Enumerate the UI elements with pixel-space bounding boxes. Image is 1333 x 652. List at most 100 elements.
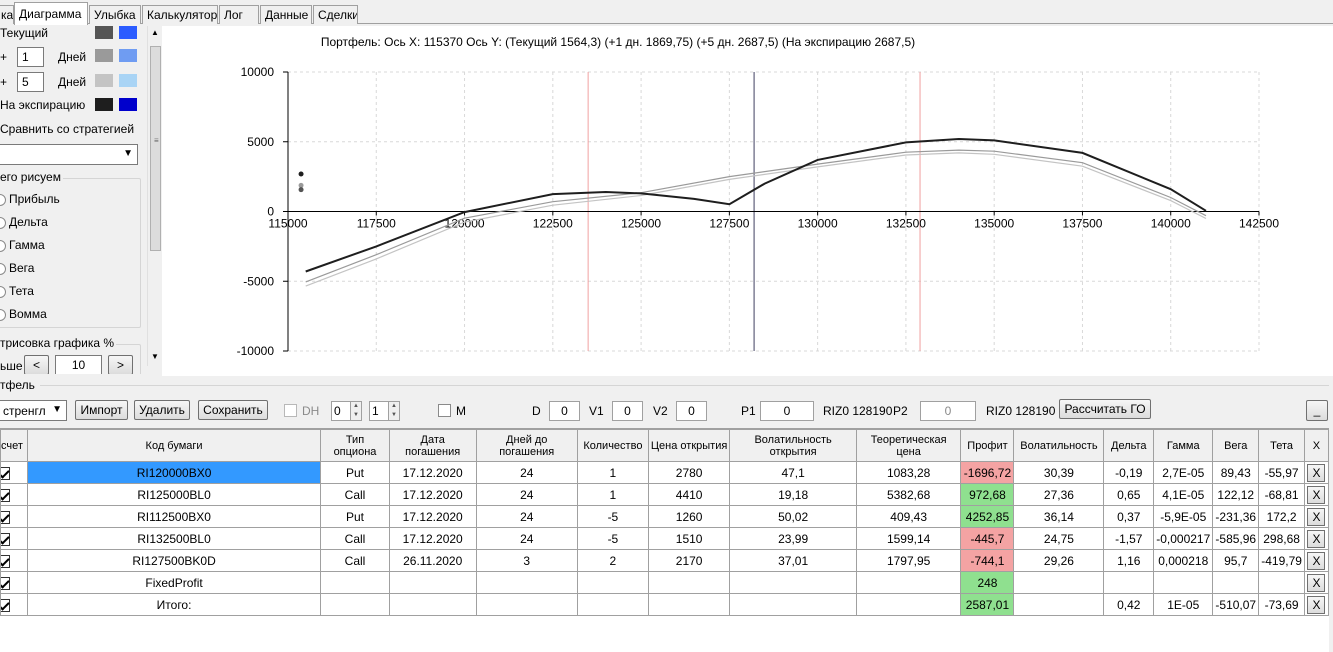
strategy-select[interactable]: стренгл ▼ [0,400,67,421]
cell-vol-open[interactable]: 50,02 [729,505,857,528]
cell-qty[interactable] [576,571,649,594]
cell-date[interactable]: 17.12.2020 [388,483,477,506]
tab-data[interactable]: Данные [260,5,312,24]
cell-theta[interactable]: -55,97 [1258,461,1305,484]
cell-gamma[interactable]: 4,1E-05 [1153,483,1214,506]
row-checkbox-cell[interactable] [0,571,28,594]
expiry-color-blue[interactable] [119,98,137,111]
compare-strategy-checkbox[interactable]: Сравнить со стратегией [0,122,135,136]
row-checkbox[interactable] [1,532,10,546]
cell-type[interactable] [320,593,390,616]
tab-deals[interactable]: Сделки [313,5,358,24]
remove-row-button[interactable]: X [1307,529,1326,548]
cell-delta[interactable] [1103,571,1155,594]
cell-profit[interactable]: -744,1 [960,549,1015,572]
cell-vega[interactable] [1212,571,1260,594]
cell-vol-open[interactable]: 37,01 [729,549,857,572]
dh-spin1-input[interactable]: 0 [331,401,351,421]
cell-vol-open[interactable]: 23,99 [729,527,857,550]
table-row[interactable]: Итого: 2587,01 0,42 1E-05 -510,07 -73,69 X [0,593,1329,616]
cell-code[interactable]: RI132500BL0 [26,527,322,550]
cell-vol-open[interactable] [729,571,857,594]
cell-days[interactable]: 24 [475,461,578,484]
calculate-margin-button[interactable]: Рассчитать ГО [1059,399,1151,419]
tab-diagram[interactable]: Диаграмма [14,2,88,25]
cell-gamma[interactable]: -0,000217 [1153,527,1214,550]
cell-vol-open[interactable]: 19,18 [729,483,857,506]
cell-price[interactable]: 1260 [647,505,731,528]
cell-theta[interactable]: -419,79 [1258,549,1305,572]
render-percent-input[interactable]: 10 [55,355,102,374]
import-button[interactable]: Импорт [75,400,128,420]
cell-qty[interactable]: 2 [576,549,649,572]
col-header[interactable]: Количество [576,429,649,462]
cell-delta[interactable]: -1,57 [1103,527,1155,550]
row-checkbox[interactable] [1,466,10,480]
scroll-down-icon[interactable]: ▼ [151,352,159,361]
cell-price[interactable]: 2780 [647,461,731,484]
col-header[interactable]: Дельта [1103,429,1155,462]
cell-vega[interactable]: -585,96 [1212,527,1260,550]
cell-vol[interactable]: 29,26 [1013,549,1105,572]
dh-spin2-input[interactable]: 1 [369,401,389,421]
cell-type[interactable]: Call [320,549,390,572]
v1-input[interactable]: 0 [612,401,643,421]
col-header[interactable]: X [1303,429,1329,462]
cell-date[interactable]: 26.11.2020 [388,549,477,572]
col-header[interactable]: Теоретическая цена [855,429,962,462]
expiry-color-dark[interactable] [95,98,113,111]
table-row[interactable]: RI132500BL0 Call 17.12.2020 24 -5 1510 23,99 15… [0,527,1329,550]
remove-row-button[interactable]: X [1307,551,1326,570]
table-row[interactable]: RI125000BL0 Call 17.12.2020 24 1 4410 19,18 538… [0,483,1329,506]
current-color-gray[interactable] [95,26,113,39]
v2-input[interactable]: 0 [676,401,707,421]
row-checkbox[interactable] [1,598,10,612]
row-checkbox[interactable] [1,488,10,502]
cell-qty[interactable]: 1 [576,461,649,484]
table-row[interactable]: RI120000BX0 Put 17.12.2020 24 1 2780 47,1 1083,… [0,461,1329,484]
cell-theo[interactable]: 409,43 [855,505,962,528]
cell-gamma[interactable]: 2,7E-05 [1153,461,1214,484]
plus2-color-gray[interactable] [95,74,113,87]
cell-code[interactable]: RI125000BL0 [26,483,322,506]
cell-type[interactable]: Put [320,461,390,484]
col-header[interactable]: Код бумаги [26,429,322,462]
row-checkbox-cell[interactable] [0,483,28,506]
scroll-thumb[interactable] [150,46,161,251]
cell-theta[interactable] [1258,571,1305,594]
cell-gamma[interactable] [1153,571,1214,594]
cell-type[interactable]: Call [320,527,390,550]
plus1-color-blue[interactable] [119,49,137,62]
row-checkbox-cell[interactable] [0,593,28,616]
p2-input[interactable]: 0 [920,401,976,421]
cell-price[interactable]: 1510 [647,527,731,550]
cell-days[interactable] [475,571,578,594]
cell-gamma[interactable]: 0,000218 [1153,549,1214,572]
cell-date[interactable] [388,593,477,616]
cell-theta[interactable]: -68,81 [1258,483,1305,506]
cell-vol[interactable]: 27,36 [1013,483,1105,506]
tab-hidden[interactable]: ка [0,5,14,24]
cell-profit[interactable]: -1696,72 [960,461,1015,484]
cell-price[interactable] [647,571,731,594]
current-color-blue[interactable] [119,26,137,39]
cell-theo[interactable] [855,593,962,616]
cell-profit[interactable]: -445,7 [960,527,1015,550]
table-row[interactable]: RI127500BK0D Call 26.11.2020 3 2 2170 37,01 179… [0,549,1329,572]
cell-vol[interactable] [1013,571,1105,594]
cell-delta[interactable]: 0,65 [1103,483,1155,506]
cell-qty[interactable]: 1 [576,483,649,506]
delete-button[interactable]: Удалить [134,400,190,420]
col-header[interactable]: Цена открытия [647,429,731,462]
remove-row-button[interactable]: X [1307,573,1326,592]
row-checkbox-cell[interactable] [0,549,28,572]
cell-price[interactable]: 2170 [647,549,731,572]
cell-type[interactable]: Call [320,483,390,506]
compare-strategy-select[interactable]: ▼ [0,144,138,165]
cell-vol-open[interactable] [729,593,857,616]
cell-type[interactable]: Put [320,505,390,528]
remove-row-button[interactable]: X [1307,507,1326,526]
cell-code[interactable]: RI127500BK0D [26,549,322,572]
row-checkbox-cell[interactable] [0,461,28,484]
tab-log[interactable]: Лог [219,5,259,24]
